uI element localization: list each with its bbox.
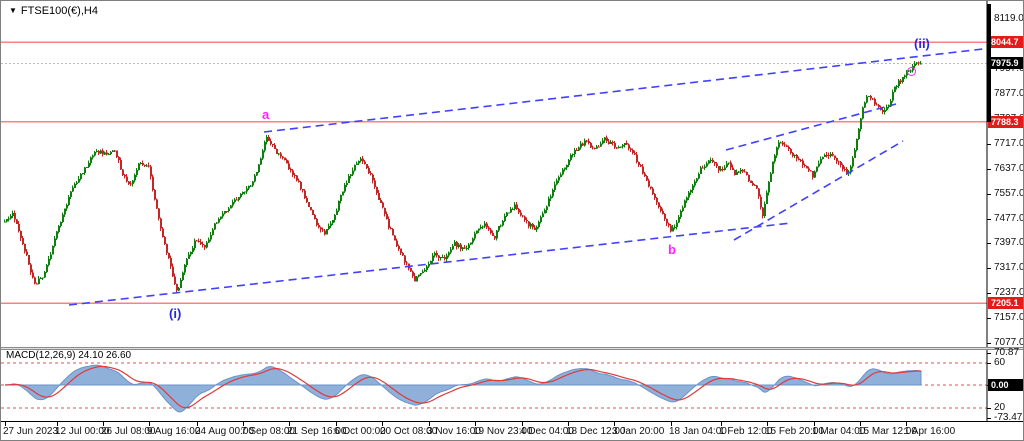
time-tick-label: 1 Feb 12:00 <box>719 426 773 437</box>
collapse-indicators-icon[interactable]: ▼ <box>9 6 17 15</box>
price-tick-label: 7397.0 <box>994 237 1024 249</box>
price-tick-label: 7077.0 <box>994 337 1024 348</box>
time-tick-label: 9 Aug 16:00 <box>147 426 201 437</box>
time-tick-mark <box>568 422 569 426</box>
time-tick-mark <box>149 422 150 426</box>
time-tick-label: 1 Apr 16:00 <box>904 426 956 437</box>
time-tick-label: 4 Dec 04:00 <box>520 426 574 437</box>
macd-indicator-label: MACD(12,26,9) 24.10 26.60 <box>6 350 132 361</box>
time-tick-mark <box>860 422 861 426</box>
time-tick-label: 20 Oct 08:00 <box>380 426 438 437</box>
level-price-tag: 8044.7 <box>988 36 1023 49</box>
time-axis-line <box>1 421 1023 422</box>
time-tick-label: 18 Jan 04:00 <box>669 426 727 437</box>
time-tick-mark <box>243 422 244 426</box>
price-tick-label: 7717.0 <box>994 137 1024 149</box>
time-tick-label: 26 Jul 08:00 <box>101 426 156 437</box>
time-tick-label: 19 Nov 23:00 <box>473 426 533 437</box>
macd-tick-mark <box>987 363 991 364</box>
price-tick-mark <box>987 143 991 145</box>
time-tick-mark <box>721 422 722 426</box>
price-tick-mark <box>987 193 991 195</box>
price-tick-mark <box>987 168 991 170</box>
chart-lines <box>1 41 987 304</box>
wave-label-b[interactable]: b <box>668 242 676 257</box>
time-tick-label: 6 Oct 00:00 <box>334 426 386 437</box>
axis-highlight-bar <box>987 4 991 122</box>
trendlines[interactable] <box>68 46 988 306</box>
time-tick-label: 12 Jul 00:00 <box>55 426 110 437</box>
time-tick-mark <box>671 422 672 426</box>
time-tick-label: 3 Jan 20:00 <box>612 426 665 437</box>
time-tick-mark <box>336 422 337 426</box>
macd-tick-mark <box>987 353 991 354</box>
price-tick-label: 7637.0 <box>994 162 1024 174</box>
price-tick-mark <box>987 318 991 320</box>
time-tick-label: 27 Jun 2023 <box>3 426 59 437</box>
wave-label-i[interactable]: (i) <box>169 306 182 321</box>
symbol-label-row: ▼ FTSE100(€),H4 <box>9 5 98 17</box>
time-tick-mark <box>767 422 768 426</box>
level-price-tag: 7788.3 <box>988 115 1023 128</box>
time-tick-mark <box>5 422 6 426</box>
macd-series <box>4 364 922 413</box>
panel-divider[interactable] <box>1 347 1023 350</box>
price-tick-label: 7477.0 <box>994 212 1024 224</box>
macd-axis-label: -73.47 <box>994 412 1023 423</box>
price-tick-mark <box>987 268 991 270</box>
time-tick-mark <box>814 422 815 426</box>
price-tick-mark <box>987 243 991 245</box>
time-tick-mark <box>429 422 430 426</box>
price-tick-label: 7877.0 <box>994 88 1024 100</box>
macd-axis-label: 60 <box>994 357 1006 368</box>
time-tick-mark <box>289 422 290 426</box>
macd-tick-mark <box>987 418 991 419</box>
price-tick-label: 7317.0 <box>994 262 1024 274</box>
time-tick-mark <box>197 422 198 426</box>
main-chart-area[interactable] <box>1 1 988 347</box>
price-axis[interactable]: 8119.08037.07957.07877.07797.07717.07637… <box>987 1 1024 423</box>
price-tick-label: 7157.0 <box>994 312 1024 324</box>
price-tick-label: 7237.0 <box>994 287 1024 299</box>
time-tick-mark <box>475 422 476 426</box>
symbol-label: FTSE100(€),H4 <box>20 5 98 17</box>
time-tick-mark <box>103 422 104 426</box>
macd-axis-label: 70.87 <box>994 347 1020 358</box>
current-price-tag: 7975.9 <box>988 57 1023 70</box>
time-tick-label: 24 Aug 00:00 <box>195 426 254 437</box>
wave-label-a[interactable]: a <box>262 107 270 122</box>
price-tick-mark <box>987 343 991 344</box>
time-axis[interactable]: 27 Jun 2023 12 Jul 00:00 26 Jul 08:00 9 Aug… <box>1 422 1023 440</box>
candles <box>4 60 922 293</box>
time-tick-mark <box>522 422 523 426</box>
price-tick-mark <box>987 218 991 220</box>
time-tick-label: 21 Sep 16:00 <box>287 426 347 437</box>
time-tick-label: 3 Nov 16:00 <box>427 426 481 437</box>
time-tick-mark <box>57 422 58 426</box>
macd-axis-label: 20 <box>994 402 1006 413</box>
time-tick-label: 15 Feb 20:00 <box>765 426 824 437</box>
time-tick-label: 18 Dec 12:00 <box>566 426 626 437</box>
time-tick-label: 15 Mar 12:00 <box>858 426 917 437</box>
time-tick-mark <box>614 422 615 426</box>
entry-point-marker[interactable] <box>907 67 916 76</box>
time-tick-mark <box>906 422 907 426</box>
macd-tick-mark <box>987 408 991 409</box>
time-tick-mark <box>382 422 383 426</box>
price-tick-label: 7557.0 <box>994 187 1024 199</box>
macd-value-tag: 0.00 <box>988 379 1023 391</box>
time-tick-label: 7 Sep 08:00 <box>241 426 295 437</box>
macd-panel[interactable] <box>1 347 988 421</box>
level-price-tag: 7205.1 <box>988 297 1023 310</box>
time-tick-label: 1 Mar 04:00 <box>812 426 866 437</box>
price-tick-label: 8119.0 <box>994 13 1024 24</box>
price-tick-mark <box>987 293 991 295</box>
wave-label-ii[interactable]: (ii) <box>914 36 930 51</box>
